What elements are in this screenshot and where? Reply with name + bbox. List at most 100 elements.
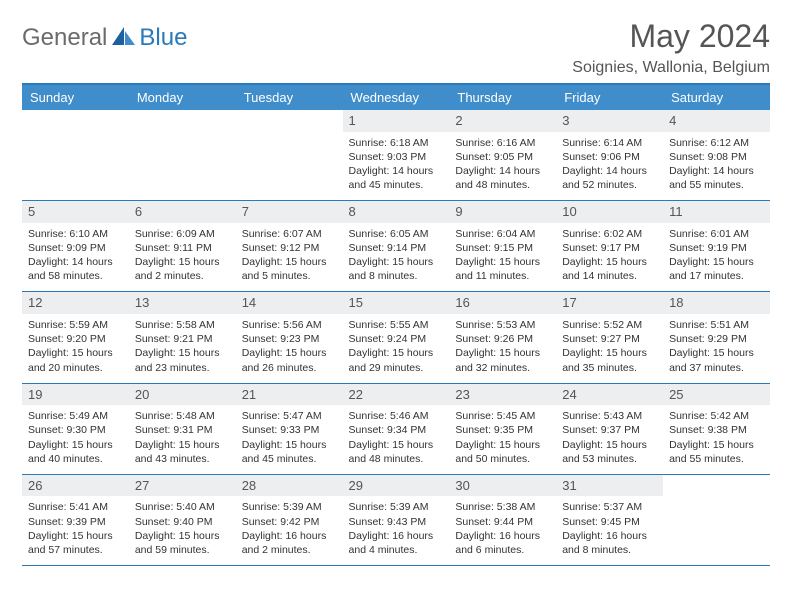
calendar-cell: 29 Sunrise: 5:39 AMSunset: 9:43 PMDayligh… xyxy=(343,474,450,565)
calendar-body: 1 Sunrise: 6:18 AMSunset: 9:03 PMDaylight… xyxy=(22,110,770,566)
calendar-cell: 18Sunrise: 5:51 AMSunset: 9:29 PMDayligh… xyxy=(663,292,770,383)
calendar-cell: 10 Sunrise: 6:02 AMSunset: 9:17 PMDayligh… xyxy=(556,201,663,292)
calendar-cell xyxy=(663,474,770,565)
day-number: 8 xyxy=(343,201,450,223)
weekday-header: Saturday xyxy=(663,84,770,110)
day-number: 18 xyxy=(663,292,770,314)
calendar-cell: 7 Sunrise: 6:07 AMSunset: 9:12 PMDaylight… xyxy=(236,201,343,292)
logo-text-blue: Blue xyxy=(139,24,187,52)
calendar-cell: 28 Sunrise: 5:39 AMSunset: 9:42 PMDayligh… xyxy=(236,474,343,565)
day-info: Sunrise: 5:52 AMSunset: 9:27 PMDaylight:… xyxy=(562,318,657,375)
day-number: 5 xyxy=(22,201,129,223)
day-number: 24 xyxy=(556,384,663,406)
calendar-cell: 4 Sunrise: 6:12 AMSunset: 9:08 PMDaylight… xyxy=(663,110,770,201)
calendar-cell: 30 Sunrise: 5:38 AMSunset: 9:44 PMDayligh… xyxy=(449,474,556,565)
day-info: Sunrise: 5:41 AMSunset: 9:39 PMDaylight:… xyxy=(28,500,123,557)
weekday-header: Sunday xyxy=(22,84,129,110)
day-info: Sunrise: 5:42 AMSunset: 9:38 PMDaylight:… xyxy=(669,409,764,466)
calendar-cell: 8 Sunrise: 6:05 AMSunset: 9:14 PMDaylight… xyxy=(343,201,450,292)
logo-sail-icon xyxy=(111,25,137,52)
day-info: Sunrise: 5:56 AMSunset: 9:23 PMDaylight:… xyxy=(242,318,337,375)
day-number: 21 xyxy=(236,384,343,406)
day-info: Sunrise: 6:07 AMSunset: 9:12 PMDaylight:… xyxy=(242,227,337,284)
calendar-cell: 14Sunrise: 5:56 AMSunset: 9:23 PMDayligh… xyxy=(236,292,343,383)
day-number: 26 xyxy=(22,475,129,497)
day-info: Sunrise: 5:40 AMSunset: 9:40 PMDaylight:… xyxy=(135,500,230,557)
day-number: 2 xyxy=(449,110,556,132)
calendar-cell: 6 Sunrise: 6:09 AMSunset: 9:11 PMDaylight… xyxy=(129,201,236,292)
day-info: Sunrise: 5:53 AMSunset: 9:26 PMDaylight:… xyxy=(455,318,550,375)
calendar-cell: 3Sunrise: 6:14 AMSunset: 9:06 PMDaylight… xyxy=(556,110,663,201)
month-title: May 2024 xyxy=(572,18,770,55)
calendar-cell: 15 Sunrise: 5:55 AMSunset: 9:24 PMDayligh… xyxy=(343,292,450,383)
day-info: Sunrise: 5:39 AMSunset: 9:42 PMDaylight:… xyxy=(242,500,337,557)
calendar-cell: 9 Sunrise: 6:04 AMSunset: 9:15 PMDaylight… xyxy=(449,201,556,292)
day-number: 13 xyxy=(129,292,236,314)
calendar-cell: 21 Sunrise: 5:47 AMSunset: 9:33 PMDayligh… xyxy=(236,383,343,474)
day-info: Sunrise: 5:48 AMSunset: 9:31 PMDaylight:… xyxy=(135,409,230,466)
day-number: 19 xyxy=(22,384,129,406)
calendar-cell: 12 Sunrise: 5:59 AMSunset: 9:20 PMDayligh… xyxy=(22,292,129,383)
day-info: Sunrise: 6:12 AMSunset: 9:08 PMDaylight:… xyxy=(669,136,764,193)
title-block: May 2024 Soignies, Wallonia, Belgium xyxy=(572,18,770,77)
calendar-cell: 19 Sunrise: 5:49 AMSunset: 9:30 PMDayligh… xyxy=(22,383,129,474)
calendar-table: SundayMondayTuesdayWednesdayThursdayFrid… xyxy=(22,83,770,566)
logo: General Blue xyxy=(22,18,187,52)
day-info: Sunrise: 5:37 AMSunset: 9:45 PMDaylight:… xyxy=(562,500,657,557)
day-info: Sunrise: 6:14 AMSunset: 9:06 PMDaylight:… xyxy=(562,136,657,193)
day-number: 22 xyxy=(343,384,450,406)
weekday-header: Friday xyxy=(556,84,663,110)
day-info: Sunrise: 6:16 AMSunset: 9:05 PMDaylight:… xyxy=(455,136,550,193)
day-number: 29 xyxy=(343,475,450,497)
day-number: 30 xyxy=(449,475,556,497)
day-number: 23 xyxy=(449,384,556,406)
day-number: 6 xyxy=(129,201,236,223)
day-number: 17 xyxy=(556,292,663,314)
calendar-cell: 5 Sunrise: 6:10 AMSunset: 9:09 PMDaylight… xyxy=(22,201,129,292)
calendar-week-row: 19 Sunrise: 5:49 AMSunset: 9:30 PMDayligh… xyxy=(22,383,770,474)
weekday-header: Monday xyxy=(129,84,236,110)
day-number: 25 xyxy=(663,384,770,406)
day-number: 7 xyxy=(236,201,343,223)
day-info: Sunrise: 6:09 AMSunset: 9:11 PMDaylight:… xyxy=(135,227,230,284)
day-number: 12 xyxy=(22,292,129,314)
day-info: Sunrise: 5:46 AMSunset: 9:34 PMDaylight:… xyxy=(349,409,444,466)
day-number: 9 xyxy=(449,201,556,223)
day-info: Sunrise: 6:04 AMSunset: 9:15 PMDaylight:… xyxy=(455,227,550,284)
calendar-cell: 16 Sunrise: 5:53 AMSunset: 9:26 PMDayligh… xyxy=(449,292,556,383)
calendar-week-row: 12 Sunrise: 5:59 AMSunset: 9:20 PMDayligh… xyxy=(22,292,770,383)
weekday-header: Tuesday xyxy=(236,84,343,110)
day-info: Sunrise: 5:39 AMSunset: 9:43 PMDaylight:… xyxy=(349,500,444,557)
calendar-cell: 23Sunrise: 5:45 AMSunset: 9:35 PMDayligh… xyxy=(449,383,556,474)
day-info: Sunrise: 5:55 AMSunset: 9:24 PMDaylight:… xyxy=(349,318,444,375)
day-info: Sunrise: 5:58 AMSunset: 9:21 PMDaylight:… xyxy=(135,318,230,375)
day-info: Sunrise: 6:05 AMSunset: 9:14 PMDaylight:… xyxy=(349,227,444,284)
day-number: 15 xyxy=(343,292,450,314)
logo-text-general: General xyxy=(22,24,107,52)
calendar-cell: 31 Sunrise: 5:37 AMSunset: 9:45 PMDayligh… xyxy=(556,474,663,565)
day-number: 16 xyxy=(449,292,556,314)
day-info: Sunrise: 5:43 AMSunset: 9:37 PMDaylight:… xyxy=(562,409,657,466)
day-number: 11 xyxy=(663,201,770,223)
calendar-week-row: 5 Sunrise: 6:10 AMSunset: 9:09 PMDaylight… xyxy=(22,201,770,292)
day-info: Sunrise: 5:47 AMSunset: 9:33 PMDaylight:… xyxy=(242,409,337,466)
calendar-cell xyxy=(236,110,343,201)
day-info: Sunrise: 5:38 AMSunset: 9:44 PMDaylight:… xyxy=(455,500,550,557)
calendar-cell: 20 Sunrise: 5:48 AMSunset: 9:31 PMDayligh… xyxy=(129,383,236,474)
day-info: Sunrise: 6:02 AMSunset: 9:17 PMDaylight:… xyxy=(562,227,657,284)
day-info: Sunrise: 5:49 AMSunset: 9:30 PMDaylight:… xyxy=(28,409,123,466)
day-number: 4 xyxy=(663,110,770,132)
day-info: Sunrise: 6:10 AMSunset: 9:09 PMDaylight:… xyxy=(28,227,123,284)
calendar-cell: 13 Sunrise: 5:58 AMSunset: 9:21 PMDayligh… xyxy=(129,292,236,383)
day-number: 10 xyxy=(556,201,663,223)
day-number: 31 xyxy=(556,475,663,497)
day-number: 27 xyxy=(129,475,236,497)
calendar-cell: 17 Sunrise: 5:52 AMSunset: 9:27 PMDayligh… xyxy=(556,292,663,383)
weekday-header: Thursday xyxy=(449,84,556,110)
calendar-cell xyxy=(22,110,129,201)
day-number: 1 xyxy=(343,110,450,132)
day-number: 28 xyxy=(236,475,343,497)
day-number: 20 xyxy=(129,384,236,406)
day-info: Sunrise: 6:18 AMSunset: 9:03 PMDaylight:… xyxy=(349,136,444,193)
day-info: Sunrise: 5:59 AMSunset: 9:20 PMDaylight:… xyxy=(28,318,123,375)
